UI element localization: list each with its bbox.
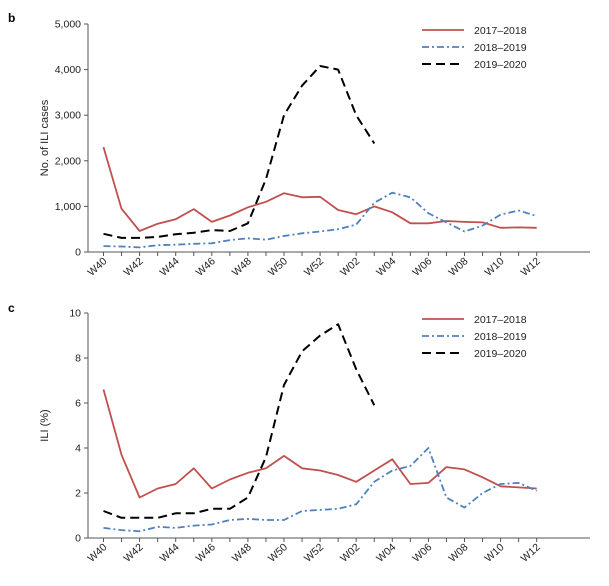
y-tick-label: 0 — [75, 247, 81, 259]
x-tick-label: W02 — [338, 255, 362, 278]
y-tick-label: 6 — [75, 398, 81, 410]
x-tick-label: W12 — [519, 255, 543, 278]
panel-letter: b — [8, 11, 15, 25]
x-tick-label: W10 — [483, 541, 507, 564]
x-tick-label: W04 — [374, 541, 398, 564]
x-tick-label: W02 — [338, 541, 362, 564]
y-tick-label: 5,000 — [55, 19, 81, 31]
legend-entry: 2017–2018 — [474, 25, 527, 37]
panel-c-chart: c 0 2 4 6 8 10 ILI (%) W40 W42 W44 W46 W48 W50 W52 W02 W… — [8, 301, 590, 565]
series-line-3 — [103, 323, 376, 519]
legend-entry: 2018–2019 — [474, 42, 527, 54]
x-tick-label: W42 — [122, 541, 146, 564]
x-tick-label: W08 — [446, 541, 470, 564]
x-tick-label: W42 — [122, 255, 146, 278]
y-tick-label: 4,000 — [55, 64, 81, 76]
x-tick-label: W40 — [85, 541, 109, 564]
x-tick-label: W12 — [519, 541, 543, 564]
y-tick-label: 2,000 — [55, 155, 81, 167]
y-tick-label: 3,000 — [55, 110, 81, 122]
x-tick-label: W06 — [410, 255, 434, 278]
x-tick-label: W06 — [410, 541, 434, 564]
x-tick-label: W44 — [158, 255, 182, 278]
legend-entry: 2019–2020 — [474, 348, 527, 360]
y-tick-label: 1,000 — [55, 201, 81, 213]
x-tick-label: W50 — [266, 541, 290, 564]
series-line-1 — [102, 389, 537, 499]
y-axis-label: ILI (%) — [39, 409, 51, 441]
x-tick-label: W50 — [266, 255, 290, 278]
legend-entry: 2017–2018 — [474, 314, 527, 326]
x-tick-label: W44 — [158, 541, 182, 564]
x-tick-label: W40 — [85, 255, 109, 278]
y-tick-label: 0 — [75, 533, 81, 545]
x-tick-label: W08 — [446, 255, 470, 278]
y-tick-label: 4 — [75, 443, 81, 455]
legend-entry: 2018–2019 — [474, 331, 527, 343]
series-line-2 — [103, 447, 538, 533]
series-line-3 — [103, 65, 376, 239]
y-tick-label: 10 — [69, 308, 81, 320]
x-tick-label: W48 — [230, 255, 254, 278]
x-tick-label: W52 — [302, 541, 326, 564]
series-line-2 — [103, 191, 537, 249]
panel-letter: c — [8, 301, 15, 315]
x-tick-label: W04 — [374, 255, 398, 278]
x-tick-label: W10 — [483, 255, 507, 278]
x-tick-label: W46 — [194, 541, 218, 564]
x-tick-label: W52 — [302, 255, 326, 278]
series-line-1 — [102, 146, 537, 232]
y-tick-label: 2 — [75, 488, 81, 500]
y-axis-label: No. of ILI cases — [39, 99, 51, 176]
legend-entry: 2019–2020 — [474, 59, 527, 71]
x-tick-label: W48 — [230, 541, 254, 564]
panel-b-chart: b 0 1,000 2,000 3,000 4,000 5,000 No. of ILI ca… — [8, 11, 590, 279]
y-tick-label: 8 — [75, 353, 81, 365]
x-tick-label: W46 — [194, 255, 218, 278]
